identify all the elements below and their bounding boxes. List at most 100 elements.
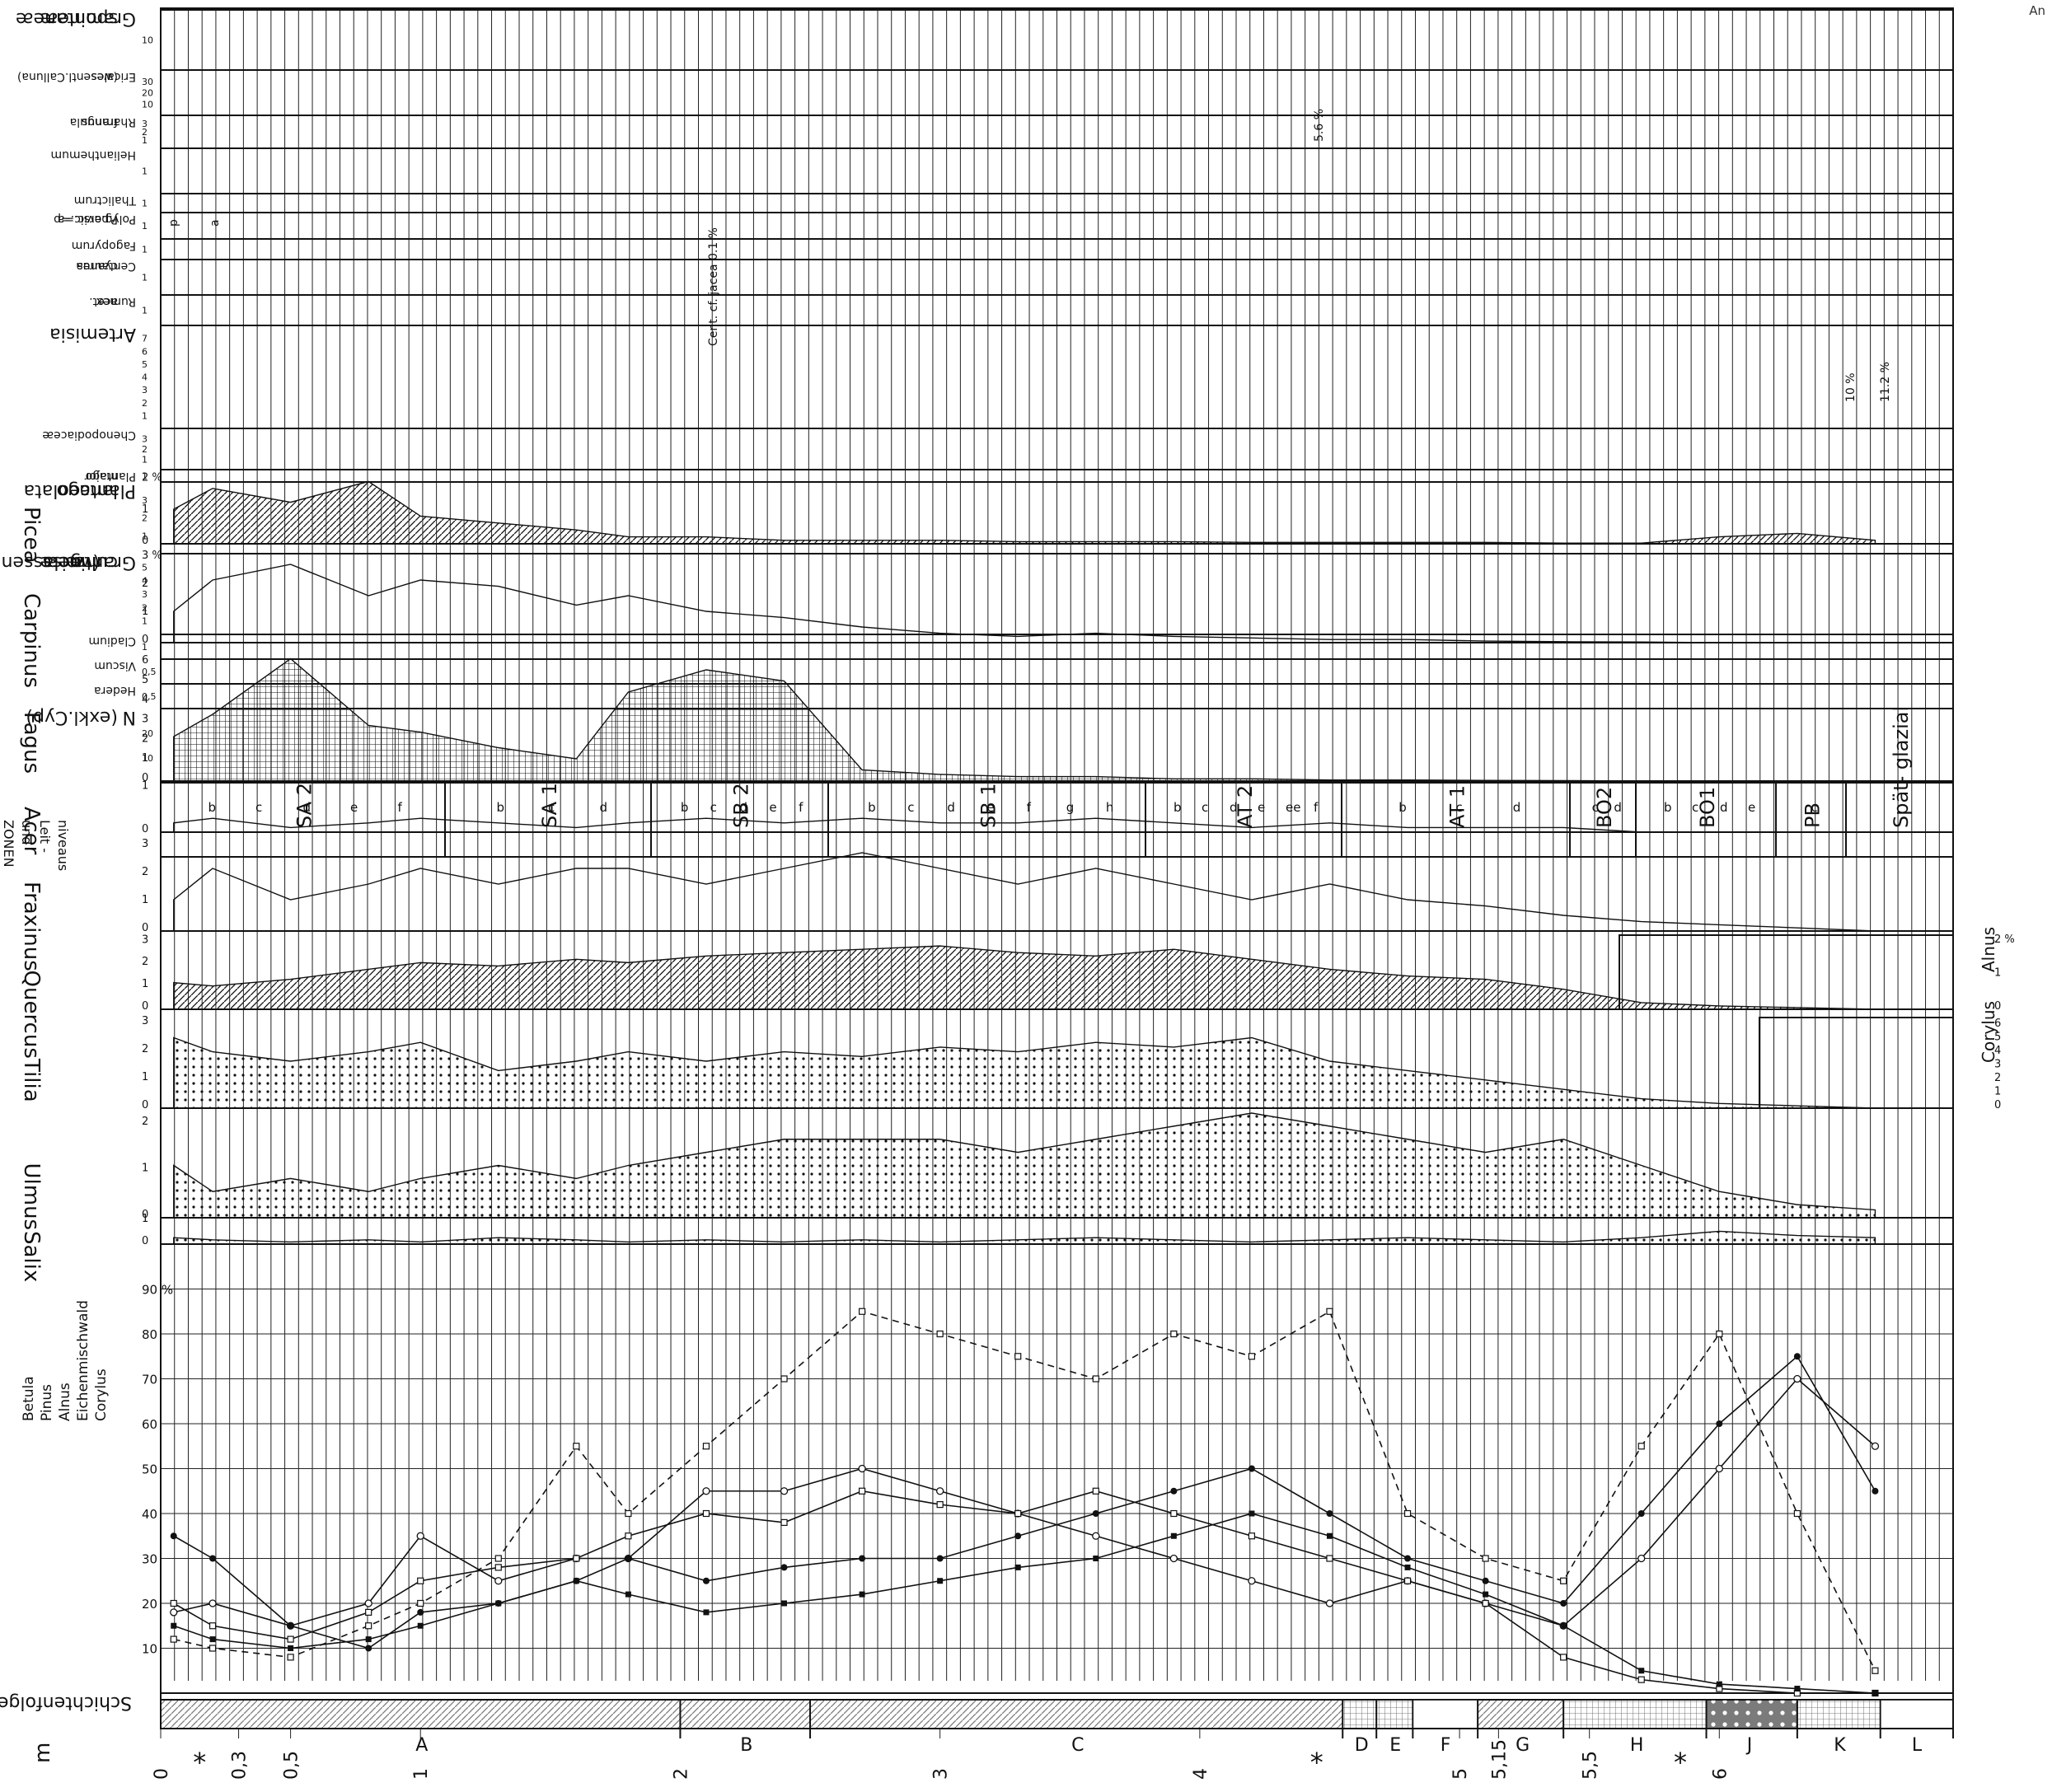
curve-name: Acer <box>19 807 44 855</box>
herb-tick-label: 5 <box>142 359 148 370</box>
herb-name: Chenopodiaceæ <box>42 428 136 442</box>
series-point-alnus <box>1637 1676 1645 1683</box>
series-line-pinus <box>173 1355 1876 1649</box>
zone-sublabel: c <box>907 800 914 815</box>
herb-tick-label: 1 <box>142 471 148 482</box>
herb-name: major <box>84 470 118 483</box>
curve-tick-label: 2 <box>142 866 148 878</box>
series-point-betula <box>1325 1599 1334 1607</box>
herb-tick-label: 3 <box>142 589 148 600</box>
inset-alnus: Alnus 0 1 2 % <box>1619 927 2015 1013</box>
zone-sublabel: h <box>1106 800 1114 815</box>
zone-header-label: und <box>19 820 35 845</box>
curve-band-picea: Picea 012 % <box>19 469 1954 564</box>
series-point-corylus <box>1482 1555 1489 1562</box>
lithology-unit <box>1562 1699 1708 1729</box>
curve-tick-label: 1 <box>142 606 148 618</box>
curve-tick-label: 2 <box>142 1043 148 1055</box>
series-point-betula <box>1793 1374 1801 1383</box>
zone-name: AT 1 <box>1446 785 1469 828</box>
zone-sublabel: d <box>600 800 608 815</box>
curve-tick-label: 0 <box>142 823 148 835</box>
zone-sublabel: c <box>710 800 717 815</box>
series-point-betula <box>1871 1442 1880 1450</box>
series-point-corylus <box>494 1555 502 1562</box>
curve-tick-label: 0 <box>142 772 148 784</box>
zone-sublabel: f <box>799 800 803 815</box>
curve-area-quercus <box>173 945 1876 1010</box>
series-point-pinus <box>1716 1420 1723 1427</box>
herb-tick-label: 1 <box>142 306 148 316</box>
series-point-pinus <box>1637 1510 1645 1517</box>
zone-sublabel: d <box>303 800 312 815</box>
series-point-pinus <box>209 1555 217 1562</box>
lithology-title: Schichtenfolge <box>0 1692 132 1713</box>
main-tick-label: 80 <box>142 1327 157 1342</box>
herb-name: lanceolata <box>24 480 118 501</box>
zone-sublabel: b <box>681 800 689 815</box>
series-point-alnus <box>365 1608 372 1617</box>
herb-name: (weiss <box>43 552 100 573</box>
herb-tick-label: 10 <box>142 99 153 110</box>
depth-tick-label: 3 <box>931 1768 952 1780</box>
series-point-alnus <box>170 1599 177 1607</box>
series-line-alnus <box>173 1490 1876 1694</box>
curve-band-salix: Salix 0 1 <box>19 1213 1954 1282</box>
curve-tick-label: 1 <box>142 894 148 906</box>
series-point-pinus <box>1793 1353 1801 1360</box>
zone-sublabel: d <box>1513 800 1521 815</box>
series-point-pinus <box>365 1645 372 1652</box>
zone-name: BO2 <box>1593 787 1616 828</box>
curve-tick-label: 1 <box>142 503 148 516</box>
herb-tick-label: 6 <box>142 346 148 357</box>
herb-tick-label: 2 <box>142 602 148 613</box>
series-point-alnus <box>417 1577 424 1584</box>
zone-sublabel: b <box>868 800 876 815</box>
curve-area-fraxinus <box>173 852 1876 932</box>
herb-name: (exkl.Cyp) <box>26 707 118 728</box>
curve-name: Quercus <box>19 971 44 1059</box>
herb-tick-label: 1 <box>142 531 148 541</box>
series-point-alnus <box>287 1635 294 1643</box>
series-point-corylus <box>573 1443 580 1450</box>
herb-name: Helianthemum <box>51 148 137 161</box>
zone-sublabel: f <box>1027 800 1032 815</box>
curve-tick-label: 3 <box>142 838 148 850</box>
depth-tick-label: 0,3 <box>230 1751 251 1780</box>
series-point-corylus <box>208 1645 217 1652</box>
series-point-corylus <box>170 1635 177 1643</box>
zone-sublabel: f <box>1314 800 1319 815</box>
herb-name: Cladium <box>88 634 136 648</box>
herb-tick-label: 1 <box>142 221 148 232</box>
herb-name: cyanus <box>77 260 118 273</box>
curve-tick-label: 2 <box>142 578 148 590</box>
diagram-outer-frame <box>160 7 1954 1729</box>
series-point-betula <box>780 1487 789 1495</box>
herb-name: spontaneæ <box>16 8 118 29</box>
herb-name: Thalictrum <box>74 194 137 207</box>
series-point-betula <box>364 1599 372 1607</box>
series-point-eichenmischwald <box>1560 1622 1567 1629</box>
curve-tick-label: 5 <box>142 674 148 686</box>
main-tick-label: 50 <box>142 1462 157 1477</box>
depth-tick-label: 5,5 <box>1581 1751 1601 1780</box>
series-point-corylus <box>1560 1577 1567 1584</box>
series-point-alnus <box>494 1564 502 1571</box>
series-point-corylus <box>365 1622 372 1630</box>
lithology-unit-label: K <box>1834 1735 1846 1756</box>
herb-tick-label: 3 <box>142 385 148 395</box>
herb-name: Rhamnus <box>82 115 136 129</box>
herb-tick-label: 3 <box>142 119 148 129</box>
lithology-unit-label: F <box>1441 1735 1451 1756</box>
lithology-unit <box>160 1699 682 1729</box>
series-point-eichenmischwald <box>1872 1690 1878 1696</box>
curve-tick-label: 3 % <box>142 550 162 562</box>
curve-tick-label: 1 <box>142 752 148 765</box>
series-point-eichenmischwald <box>209 1636 216 1643</box>
herb-tick-label: 10 <box>142 753 153 764</box>
zone-name: SA 2 <box>293 783 316 828</box>
herb-tick-label: 2 <box>142 513 148 524</box>
annotation: 10 % <box>1844 372 1858 402</box>
zone-sublabel: e <box>769 800 776 815</box>
zone-sublabel: d <box>1614 800 1622 815</box>
